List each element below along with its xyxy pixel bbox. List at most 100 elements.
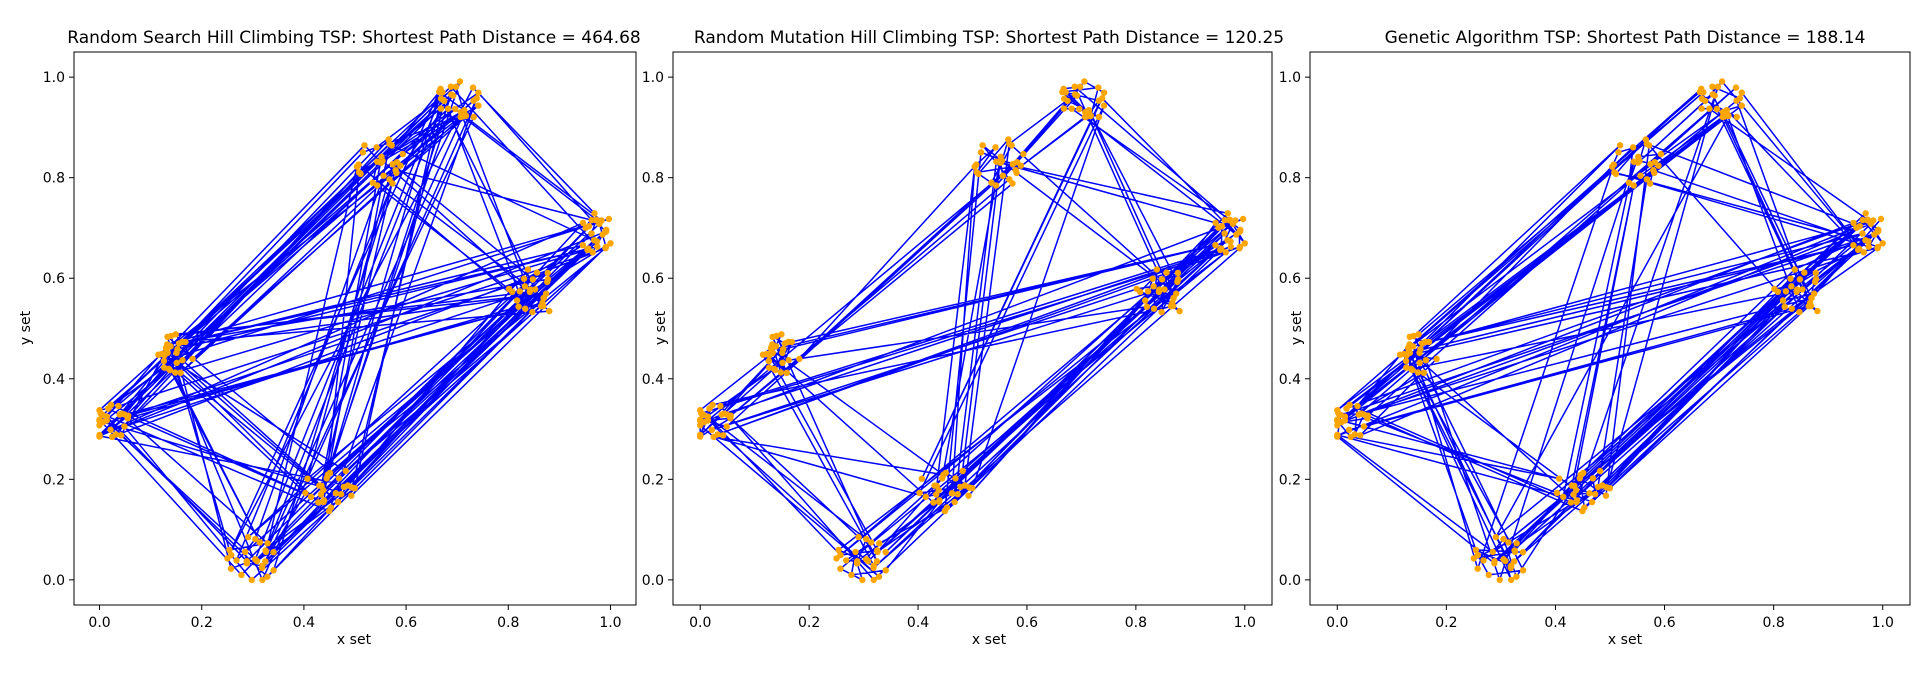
city-point <box>870 564 877 572</box>
city-point <box>951 498 958 506</box>
y-tick-label: 0.8 <box>642 171 664 187</box>
city-point <box>437 105 444 112</box>
x-tick-label: 0.6 <box>1653 615 1675 631</box>
city-point <box>1221 230 1228 237</box>
x-tick-label: 0.0 <box>1326 615 1348 631</box>
city-point <box>359 149 367 156</box>
city-point <box>1657 150 1665 158</box>
city-point <box>1508 576 1515 584</box>
city-point <box>1812 269 1820 277</box>
city-point <box>1647 161 1654 168</box>
city-point <box>1513 540 1520 547</box>
city-point <box>351 485 358 492</box>
city-point <box>1709 91 1716 98</box>
city-point <box>1651 169 1658 177</box>
city-point <box>1609 163 1616 170</box>
city-point <box>1077 83 1084 91</box>
city-point <box>1714 83 1722 91</box>
city-point <box>177 369 184 376</box>
city-point <box>1150 305 1158 312</box>
city-point <box>882 549 889 556</box>
city-point <box>1814 307 1821 315</box>
city-point <box>469 84 477 91</box>
city-point <box>256 539 264 546</box>
city-point <box>1606 485 1614 492</box>
city-point <box>1733 97 1740 104</box>
city-point <box>706 405 713 412</box>
y-tick-label: 0.4 <box>642 372 664 388</box>
city-point <box>1009 180 1016 187</box>
y-tick-label: 0.2 <box>1279 472 1301 488</box>
city-point <box>768 346 775 353</box>
x-tick-label: 0.6 <box>1016 615 1038 631</box>
city-point <box>1415 331 1422 338</box>
city-point <box>115 402 122 410</box>
city-point <box>226 546 233 554</box>
city-point <box>1556 475 1563 482</box>
city-point <box>1874 245 1881 252</box>
city-point <box>439 89 446 96</box>
city-point <box>393 169 400 177</box>
city-point <box>1222 249 1230 256</box>
city-point <box>1596 467 1604 475</box>
city-point <box>1095 113 1103 121</box>
city-point <box>852 548 859 556</box>
city-point <box>374 182 381 189</box>
city-point <box>1418 340 1426 347</box>
city-point <box>1877 215 1885 223</box>
city-point <box>602 228 609 235</box>
city-point <box>988 179 995 186</box>
city-point <box>521 283 529 290</box>
city-point <box>1782 288 1790 295</box>
x-tick-label: 0.2 <box>798 615 820 631</box>
city-point <box>835 546 842 554</box>
city-point <box>1226 217 1233 224</box>
city-point <box>1236 245 1243 252</box>
axes-frame <box>73 51 637 606</box>
city-point <box>1215 224 1222 231</box>
city-point <box>242 548 249 556</box>
city-point <box>1698 105 1705 112</box>
city-point <box>992 144 999 151</box>
city-point <box>602 245 609 252</box>
city-point <box>594 243 601 250</box>
city-point <box>1808 294 1815 302</box>
city-point <box>1812 276 1820 283</box>
city-point <box>1592 491 1599 498</box>
city-point <box>337 491 345 498</box>
y-tick-label: 0.8 <box>43 171 65 187</box>
x-tick-label: 0.8 <box>1763 615 1785 631</box>
chart-title: Random Mutation Hill Climbing TSP: Short… <box>694 28 1284 48</box>
city-point <box>959 467 966 475</box>
city-point <box>697 407 704 414</box>
city-point <box>697 432 704 440</box>
city-point <box>848 571 855 579</box>
city-point <box>1630 182 1637 189</box>
city-point <box>598 217 605 224</box>
city-point <box>248 576 255 584</box>
axes-frame <box>1309 51 1911 606</box>
city-point <box>323 475 330 482</box>
chart-title: Random Search Hill Climbing TSP: Shortes… <box>67 28 641 48</box>
city-point <box>1068 105 1075 112</box>
genetic-algorithm-panel: Genetic Algorithm TSP: Shortest Path Dis… <box>1279 28 1911 648</box>
city-point <box>513 297 521 304</box>
city-point <box>437 95 445 102</box>
city-point <box>175 340 183 347</box>
city-point <box>1144 288 1152 295</box>
city-point <box>1161 286 1168 293</box>
city-point <box>1796 276 1804 283</box>
city-point <box>1635 153 1642 160</box>
city-point <box>1807 302 1815 310</box>
x-tick-label: 0.6 <box>395 615 417 631</box>
city-point <box>1076 105 1083 113</box>
city-point <box>1862 210 1869 217</box>
city-point <box>975 170 982 177</box>
city-point <box>1334 432 1341 440</box>
city-point <box>770 365 778 372</box>
city-point <box>475 102 482 109</box>
city-point <box>105 405 112 412</box>
city-point <box>1480 557 1487 564</box>
city-point <box>529 276 536 283</box>
city-point <box>227 565 235 572</box>
